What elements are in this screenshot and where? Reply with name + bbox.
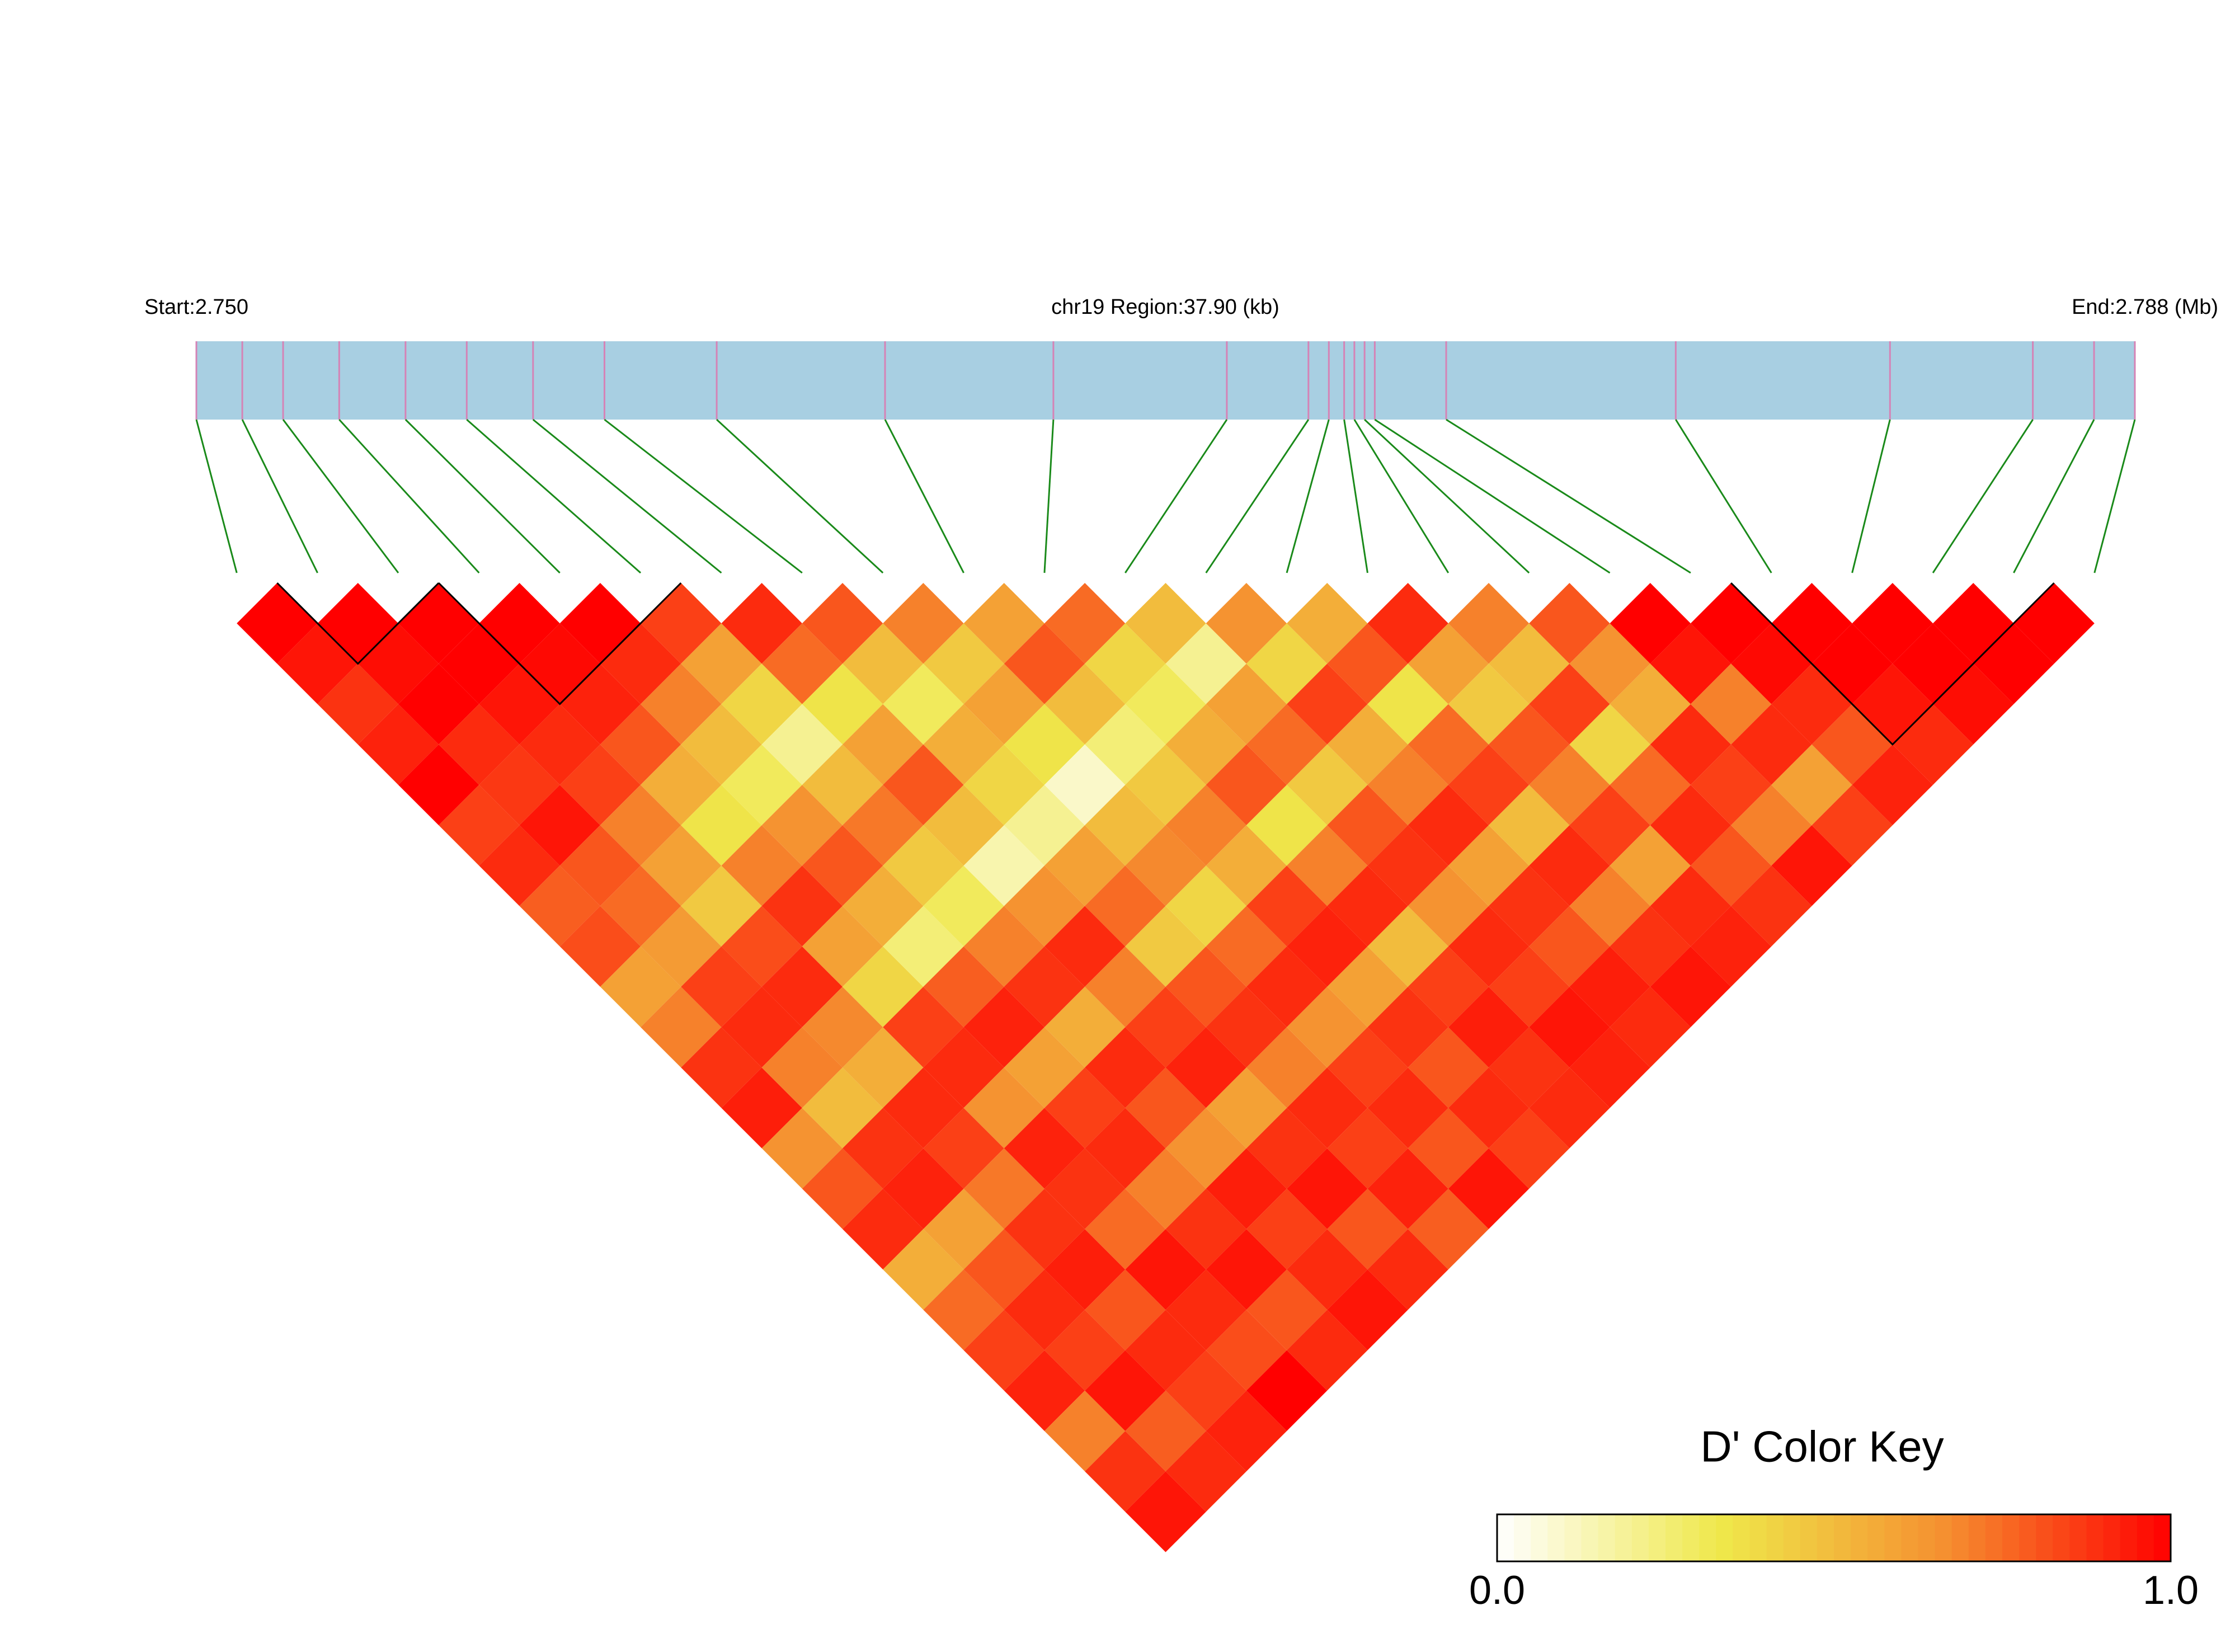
snp-connector [884,419,964,573]
colorkey-frame [1496,1513,2172,1562]
colorkey-step [1951,1514,1969,1561]
region-bar [196,341,2135,420]
snp-connector [1364,418,1530,574]
colorkey-step [1766,1514,1784,1561]
colorkey-step [2103,1514,2121,1561]
snp-connector [1675,419,1772,573]
snp-connector [1446,418,1691,574]
start-label: Start:2.750 [144,295,248,319]
colorkey-step [1682,1514,1700,1561]
colorkey-step [1615,1514,1632,1561]
snp-connector [282,419,399,573]
colorkey-step [1749,1514,1767,1561]
colorkey-step [1867,1514,1885,1561]
colorkey-step [1851,1514,1868,1561]
colorkey-step [2086,1514,2104,1561]
colorkey-step [2137,1514,2154,1561]
ld-block [438,582,682,705]
colorkey-step [1935,1514,1952,1561]
colorkey-step [1716,1514,1733,1561]
snp-connector [241,419,318,573]
snp-connector [1205,419,1310,573]
snp-connector [2013,419,2095,573]
colorkey-step [1581,1514,1599,1561]
colorkey-step [2120,1514,2138,1561]
snp-connector [1343,419,1368,573]
colorkey-step [1733,1514,1750,1561]
colorkey-step [1497,1514,1514,1561]
snp-connector [1932,419,2034,573]
colorkey-step [2036,1514,2053,1561]
colorkey-step [1564,1514,1582,1561]
colorkey-step [1531,1514,1548,1561]
colorkey-step [1985,1514,2003,1561]
colorkey-tick-label: 0.0 [1469,1568,1525,1613]
snp-connector [2093,419,2136,573]
colorkey-step [1884,1514,1902,1561]
ld-block [1730,582,2055,746]
colorkey-step [1968,1514,1986,1561]
snp-connector [532,418,722,574]
snp-connector [1851,419,1891,573]
colorkey-step [2053,1514,2070,1561]
colorkey-step [2069,1514,2087,1561]
snp-connector [195,419,238,573]
ld-block [276,582,440,665]
snp-connector [404,418,561,574]
colorkey-step [1918,1514,1936,1561]
colorkey-step [2019,1514,2036,1561]
colorkey-step [1665,1514,1683,1561]
colorkey-step [1901,1514,1918,1561]
snp-connector [604,418,803,574]
region-label: chr19 Region:37.90 (kb) [1051,295,1279,319]
snp-connector [466,418,642,574]
colorkey-step [1547,1514,1565,1561]
snp-connector [716,418,884,574]
colorkey-title: D' Color Key [1700,1422,1944,1471]
colorkey-step [1783,1514,1801,1561]
colorkey-step [1817,1514,1834,1561]
snp-connector [1353,419,1450,573]
snp-connector [1043,419,1055,573]
colorkey-step [1648,1514,1666,1561]
colorkey-step [1699,1514,1716,1561]
colorkey-step [1834,1514,1851,1561]
snp-connector [338,418,480,574]
colorkey-tick-label: 1.0 [2143,1568,2199,1613]
colorkey-step [1631,1514,1649,1561]
snp-connector [1286,419,1330,573]
snp-connector [1124,419,1228,573]
colorkey-step [1514,1514,1531,1561]
colorkey-step [2153,1514,2171,1561]
colorkey-step [2002,1514,2020,1561]
colorkey-step [1598,1514,1616,1561]
snp-connector [1374,418,1611,574]
colorkey-step [1800,1514,1818,1561]
end-label: End:2.788 (Mb) [2072,295,2218,319]
